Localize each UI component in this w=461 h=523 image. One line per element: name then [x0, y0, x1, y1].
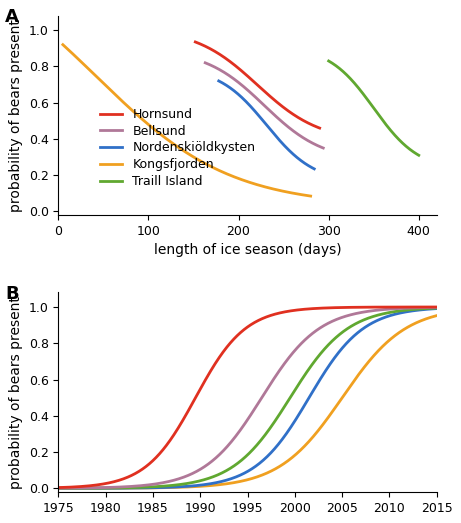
X-axis label: length of ice season (days): length of ice season (days)	[154, 243, 342, 257]
Text: B: B	[6, 285, 19, 302]
Legend: Hornsund, Bellsund, Nordenskiöldkysten, Kongsfjorden, Traill Island: Hornsund, Bellsund, Nordenskiöldkysten, …	[95, 103, 260, 193]
Text: A: A	[6, 8, 19, 26]
Y-axis label: probability of bears present: probability of bears present	[9, 19, 23, 212]
Y-axis label: probability of bears present: probability of bears present	[9, 296, 23, 488]
